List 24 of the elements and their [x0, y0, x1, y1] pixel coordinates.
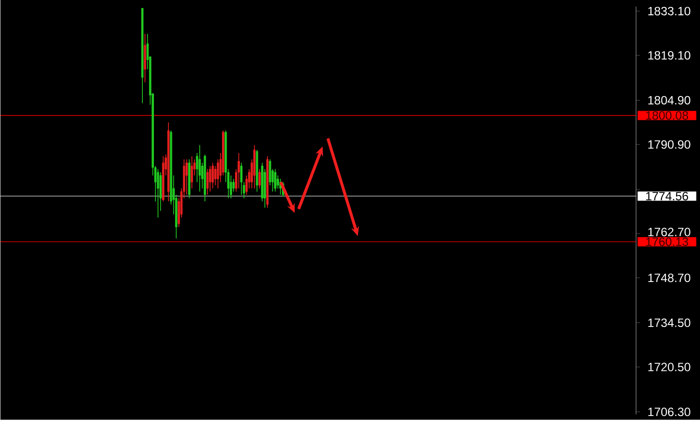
candlestick: [274, 168, 276, 192]
y-tick-label: 1819.10: [648, 51, 690, 60]
y-tick-label: 1804.90: [648, 96, 690, 105]
ref-line-label: 1760.13: [646, 238, 688, 246]
y-tick-label: 1706.30: [648, 408, 690, 416]
candlestick: [156, 168, 160, 218]
candlestick: [214, 166, 216, 186]
y-tick-label: 1833.10: [648, 7, 690, 16]
ref-line-label: 1774.56: [646, 192, 688, 201]
y-tick-label: 1790.90: [648, 140, 690, 149]
candlestick: [209, 166, 212, 192]
candlestick: [258, 168, 261, 190]
y-tick-label: 1748.70: [648, 274, 690, 282]
candlestick: [206, 168, 209, 196]
ref-line-label: 1800.08: [646, 111, 688, 120]
y-tick-label: 1734.50: [648, 318, 690, 328]
y-tick-label: 1720.50: [648, 362, 690, 372]
candlestick: [240, 162, 242, 196]
candlestick: [238, 152, 240, 190]
y-tick-label: 1762.70: [648, 228, 690, 236]
candlestick: [212, 162, 214, 190]
candlestick: [198, 144, 201, 192]
candlestick: [190, 156, 193, 190]
candlestick: [186, 159, 188, 196]
